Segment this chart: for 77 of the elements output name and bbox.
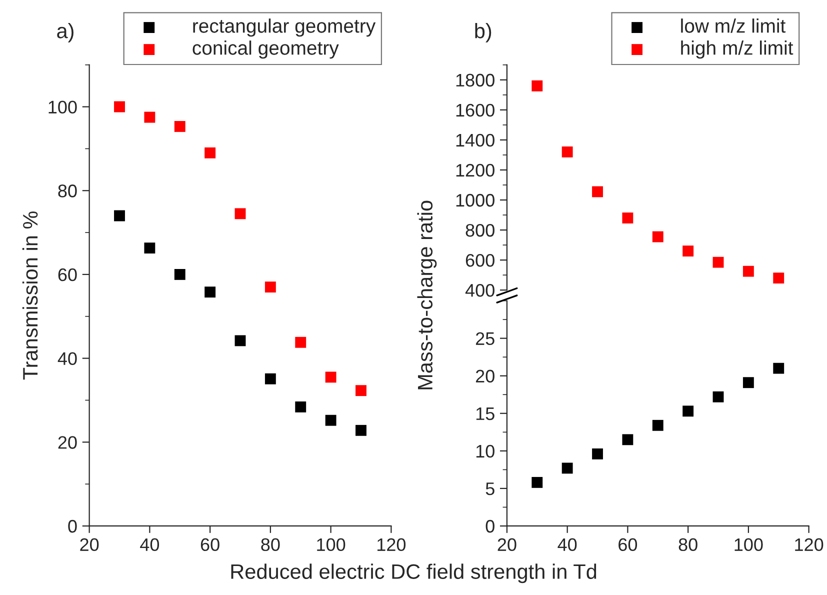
y-tick-label: 100 [48, 100, 77, 114]
y-tick-label: 400 [465, 284, 494, 297]
point [144, 112, 156, 123]
y-tick-label: 1600 [456, 104, 494, 117]
point [234, 335, 246, 346]
x-tick-label: 120 [795, 538, 824, 552]
legend-label: rectangular geometry [193, 18, 376, 37]
point [114, 101, 125, 112]
legend-label: low m/z limit [681, 18, 786, 33]
y-tick-label: 40 [58, 352, 77, 366]
point [712, 256, 724, 268]
chart-title: a) [57, 23, 74, 42]
x-tick-label: 20 [80, 538, 99, 552]
y-tick-label: 20 [58, 436, 77, 449]
y-tick-label: 0 [486, 520, 494, 533]
x-tick-label: 60 [618, 538, 638, 552]
x-tick-label: 100 [734, 538, 763, 552]
x-tick-label: 40 [558, 538, 577, 552]
x-axis-title: Reduced electric DC field strength in Td [231, 564, 596, 584]
x-tick-label: 20 [498, 538, 516, 552]
legend-label: conical geometry [192, 40, 339, 59]
x-tick-label: 100 [317, 538, 346, 552]
point [652, 420, 664, 431]
y-tick-label: 1800 [456, 74, 494, 87]
point [742, 266, 754, 277]
point [652, 231, 664, 242]
x-tick-label: 80 [261, 538, 280, 552]
y-tick-label: 15 [476, 407, 494, 420]
point [592, 448, 603, 460]
y-tick-label: 1200 [456, 164, 494, 177]
legend-label: high m/z limit [681, 40, 794, 59]
point [144, 242, 156, 254]
y-tick-label: 800 [466, 224, 494, 237]
point [682, 406, 694, 417]
point [622, 434, 634, 446]
x-tick-label: 120 [377, 538, 406, 552]
y-axis-title: Transmission in % [22, 211, 38, 380]
point [773, 272, 784, 284]
point [532, 80, 543, 92]
y-tick-label: 60 [58, 268, 77, 282]
point [295, 336, 306, 348]
point [532, 476, 543, 488]
point [325, 414, 336, 426]
point [682, 246, 694, 256]
point [562, 146, 573, 158]
point [592, 186, 603, 198]
point [264, 282, 276, 292]
point [295, 401, 306, 412]
y-axis-title: Mass-to-charge ratio [417, 200, 437, 390]
y-tick-label: 10 [476, 444, 494, 458]
point [325, 372, 336, 383]
y-tick-label: 20 [476, 370, 494, 383]
y-tick-label: 80 [58, 184, 77, 198]
point [264, 373, 276, 384]
point [622, 212, 634, 224]
point [174, 121, 186, 132]
point [712, 391, 724, 402]
chart-title: b) [475, 23, 492, 42]
point [204, 286, 216, 298]
point [356, 424, 366, 436]
point [174, 268, 186, 280]
point [742, 377, 754, 388]
x-tick-label: 60 [200, 538, 220, 552]
point [204, 147, 216, 158]
point [773, 362, 784, 374]
y-tick-label: 0 [68, 520, 77, 533]
y-tick-label: 25 [476, 332, 494, 346]
y-tick-label: 600 [466, 254, 494, 267]
x-tick-label: 40 [140, 538, 160, 552]
y-tick-label: 5 [486, 482, 494, 496]
y-tick-label: 1400 [456, 134, 494, 147]
point [356, 385, 366, 396]
x-tick-label: 80 [678, 538, 698, 552]
point [562, 462, 573, 474]
y-tick-label: 1000 [456, 194, 494, 207]
point [234, 208, 246, 220]
point [114, 210, 125, 222]
